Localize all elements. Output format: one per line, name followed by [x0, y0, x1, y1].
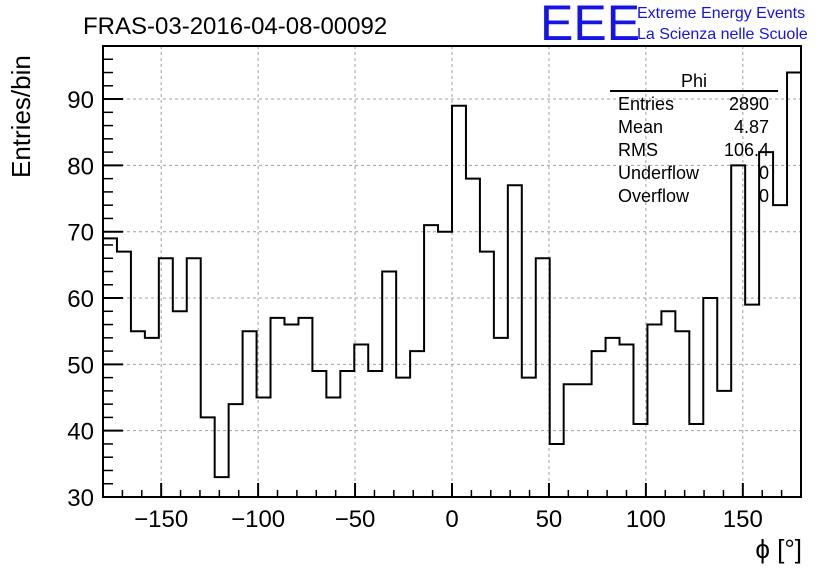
run-title: FRAS-03-2016-04-08-00092 — [83, 13, 387, 40]
x-axis-title: ϕ [°] — [755, 534, 802, 564]
stats-value-underflow: 0 — [759, 163, 769, 183]
y-tick-label: 90 — [67, 87, 94, 114]
logo-letters: EEE — [540, 0, 640, 51]
stats-box: Phi Entries 2890 Mean 4.87 RMS 106.4 Und… — [610, 71, 778, 206]
x-tick-label: −150 — [134, 506, 188, 533]
x-tick-label: 50 — [536, 506, 563, 533]
stats-value-entries: 2890 — [729, 94, 769, 114]
axis-tick-labels: −150 −100 −50 0 50 100 150 30 40 50 60 70 80 90 — [67, 87, 763, 533]
eee-logo: EEE Extreme Energy Events La Scienza nel… — [540, 0, 808, 51]
y-tick-label: 70 — [67, 220, 94, 247]
logo-line-2: La Scienza nelle Scuole — [637, 26, 808, 43]
stats-label-underflow: Underflow — [618, 163, 700, 183]
histogram-step-line — [102, 71, 802, 497]
y-tick-label: 40 — [67, 419, 94, 446]
x-tick-label: −50 — [335, 506, 376, 533]
stats-value-mean: 4.87 — [734, 117, 769, 137]
y-axis-title: Entries/bin — [6, 55, 36, 178]
x-tick-label: −100 — [231, 506, 285, 533]
x-tick-label: 100 — [626, 506, 666, 533]
logo-line-1: Extreme Energy Events — [637, 5, 805, 22]
stats-title: Phi — [681, 71, 707, 91]
y-tick-label: 50 — [67, 352, 94, 379]
axis-ticks — [102, 58, 802, 498]
stats-label-entries: Entries — [618, 94, 674, 114]
x-tick-label: 0 — [445, 506, 458, 533]
stats-label-overflow: Overflow — [618, 186, 690, 206]
x-tick-label: 150 — [723, 506, 763, 533]
stats-label-mean: Mean — [618, 117, 663, 137]
y-tick-label: 30 — [67, 485, 94, 512]
stats-label-rms: RMS — [618, 140, 658, 160]
y-tick-label: 80 — [67, 153, 94, 180]
y-tick-label: 60 — [67, 286, 94, 313]
stats-value-rms: 106.4 — [724, 140, 769, 160]
stats-value-overflow: 0 — [759, 186, 769, 206]
